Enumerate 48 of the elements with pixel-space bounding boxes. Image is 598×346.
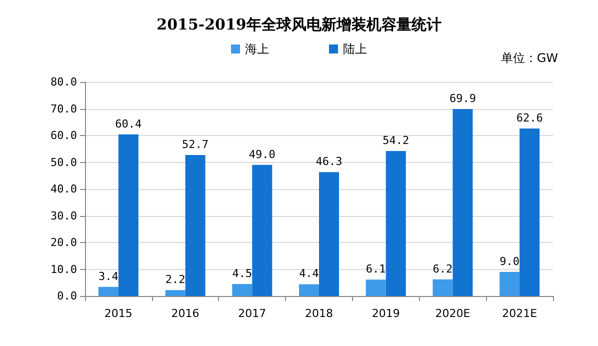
bar [98,286,118,296]
data-label: 54.2 [382,134,410,148]
y-tick-label: 50.0 [50,156,77,169]
data-label: 62.6 [516,112,543,125]
bar [452,109,473,296]
y-tick-label: 40.0 [50,182,77,196]
bar [118,134,138,296]
bar [299,284,319,296]
y-tick-label: 70.0 [50,102,77,116]
bar [386,151,406,296]
bar [500,272,520,296]
x-tick-label: 2020E [435,307,470,320]
x-tick-label: 2015 [104,307,132,320]
x-tick-label: 2016 [171,307,200,320]
y-tick-label: 80.0 [50,76,77,88]
data-label: 6.1 [366,262,386,276]
bar [366,280,386,296]
bar [232,284,252,296]
data-label: 49.0 [248,148,276,161]
data-label: 9.0 [500,254,520,268]
x-tick-label: 2019 [372,307,400,320]
legend-label: 海上 [245,42,269,56]
bar [432,279,453,296]
bar [185,155,206,296]
text: 单位：GW [500,51,558,65]
data-label: 3.4 [98,270,119,283]
x-tick-label: 2021E [502,307,538,320]
data-label: 46.3 [316,155,342,168]
y-tick-label: 30.0 [50,209,77,222]
data-label: 6.2 [432,262,453,276]
x-tick-label: 2017 [238,307,266,320]
bar [252,164,272,296]
bar [319,172,339,296]
chart-title: 2015-2019年全球风电新增装机容量统计 [156,16,442,34]
y-tick-label: 20.0 [50,236,77,249]
y-tick-label: 10.0 [50,262,77,276]
data-label: 69.9 [449,92,476,106]
data-label: 2.2 [165,273,186,286]
bar [165,290,186,296]
data-label: 52.7 [182,138,209,152]
data-label: 4.5 [232,266,252,280]
data-label: 4.4 [299,267,320,280]
y-tick-label: 60.0 [50,129,77,142]
y-tick-label: 0.0 [57,290,77,302]
data-label: 60.4 [115,117,142,130]
bar [520,128,540,296]
legend-label: 陆上 [343,42,367,56]
x-tick-label: 2018 [305,307,333,320]
